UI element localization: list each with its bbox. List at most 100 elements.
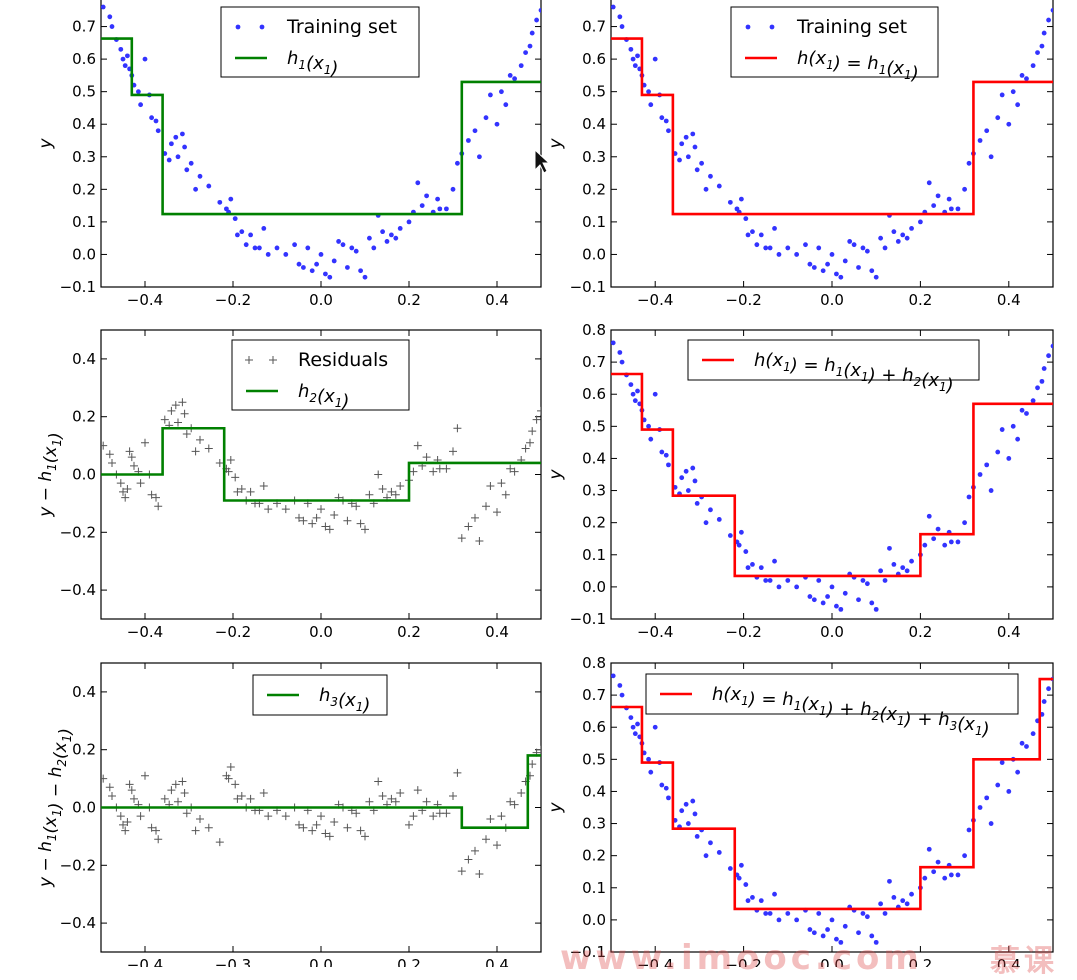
data-point <box>683 468 689 474</box>
data-point <box>829 252 835 257</box>
residual-point <box>317 812 325 821</box>
data-point <box>685 488 691 493</box>
residual-point <box>174 418 182 427</box>
data-point <box>794 584 800 590</box>
data-point <box>856 930 861 936</box>
y-tick-label: 0.5 <box>582 417 606 435</box>
data-point <box>977 138 983 143</box>
data-point <box>935 526 941 532</box>
residual-point <box>233 487 242 496</box>
legend: Training set h1(x1) <box>220 6 420 79</box>
data-point <box>708 840 713 846</box>
residual-point <box>125 447 134 456</box>
y-tick-label: 0.7 <box>582 18 606 36</box>
data-point <box>477 154 482 160</box>
y-tick-label: −0.1 <box>60 278 96 296</box>
data-point <box>389 232 394 238</box>
data-point <box>1015 436 1021 442</box>
residual-point <box>264 505 273 514</box>
residual-point <box>321 522 330 531</box>
y-tick-label: 0.1 <box>582 879 606 897</box>
data-point <box>864 581 870 587</box>
residual-point <box>130 461 138 470</box>
data-point <box>679 141 685 147</box>
data-point <box>716 183 722 189</box>
residual-point <box>108 791 116 800</box>
data-point <box>138 102 144 108</box>
legend-entry: h1(x1) <box>287 48 338 79</box>
residual-point <box>442 809 451 818</box>
data-point <box>628 382 634 387</box>
data-point <box>628 46 634 52</box>
data-point <box>763 578 769 583</box>
data-point <box>909 891 914 897</box>
data-point <box>942 875 948 881</box>
corner-logo-text: 慕课 <box>990 944 1058 979</box>
legend-entry: h(x1) = h1(x1) <box>797 48 919 84</box>
residual-point <box>429 467 438 476</box>
data-point <box>632 731 638 737</box>
residual-point <box>147 490 156 499</box>
y-tick-label: 0.2 <box>72 741 96 759</box>
residual-point <box>154 502 163 511</box>
residual-point <box>160 415 169 424</box>
residual-point <box>510 800 519 809</box>
data-point <box>142 56 148 62</box>
data-point <box>683 801 689 807</box>
y-axis-label: y − h1(x1) <box>36 432 66 518</box>
data-point <box>918 219 923 225</box>
data-point <box>503 102 509 108</box>
data-point <box>926 846 932 852</box>
data-point <box>772 226 777 231</box>
residual-point <box>497 479 506 488</box>
residual-point <box>141 438 149 447</box>
residual-point <box>409 812 418 821</box>
data-point <box>188 160 194 166</box>
data-point <box>803 242 808 248</box>
residual-point <box>356 519 365 528</box>
data-point <box>860 911 866 916</box>
x-tick-label: −0.3 <box>215 956 251 967</box>
data-point <box>619 24 625 29</box>
data-point <box>538 7 541 13</box>
residual-point <box>537 406 541 415</box>
data-point <box>523 50 528 55</box>
data-point <box>666 795 671 801</box>
residual-point <box>387 794 396 803</box>
residual-point <box>101 774 108 783</box>
x-tick-label: 0.2 <box>908 291 932 309</box>
data-point <box>228 196 234 202</box>
data-point <box>136 89 141 95</box>
residual-point <box>493 841 501 850</box>
data-point <box>838 939 844 945</box>
x-tick-label: 0.4 <box>485 623 509 641</box>
data-point <box>922 875 928 881</box>
y-tick-label: 0.6 <box>582 718 606 736</box>
data-point <box>1019 72 1025 78</box>
data-point <box>977 805 983 810</box>
data-point <box>169 141 174 147</box>
data-point <box>518 63 524 69</box>
residual-point <box>532 415 541 424</box>
data-point <box>842 590 848 596</box>
y-axis-label: y − h1(x1) − h2(x1) <box>36 728 76 888</box>
x-tick-label: 0.4 <box>485 956 509 967</box>
x-tick-label: 0.2 <box>908 623 932 641</box>
data-point <box>349 245 355 251</box>
data-point <box>283 252 289 257</box>
data-point <box>331 258 337 264</box>
data-point <box>772 558 777 564</box>
residual-point <box>517 789 526 798</box>
residual-point <box>196 435 204 444</box>
data-point <box>1015 102 1021 108</box>
y-tick-label: 0.3 <box>72 148 96 166</box>
data-point <box>758 898 764 904</box>
legend-entry: h(x1) = h1(x1) + h2(x1) <box>754 350 954 396</box>
residual-point <box>330 510 339 519</box>
x-tick-label: 0.0 <box>820 956 844 967</box>
residual-point <box>233 794 242 803</box>
x-tick-label: −0.2 <box>725 623 761 641</box>
residual-point <box>259 482 268 491</box>
residual-point <box>528 427 537 436</box>
